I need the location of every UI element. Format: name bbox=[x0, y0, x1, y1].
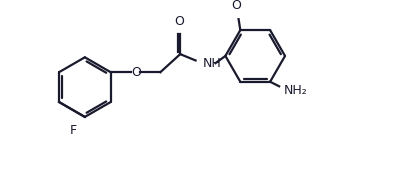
Text: F: F bbox=[70, 124, 76, 137]
Text: O: O bbox=[131, 66, 141, 79]
Text: NH: NH bbox=[202, 57, 221, 70]
Text: O: O bbox=[230, 0, 240, 12]
Text: O: O bbox=[174, 15, 184, 28]
Text: NH₂: NH₂ bbox=[283, 84, 307, 97]
